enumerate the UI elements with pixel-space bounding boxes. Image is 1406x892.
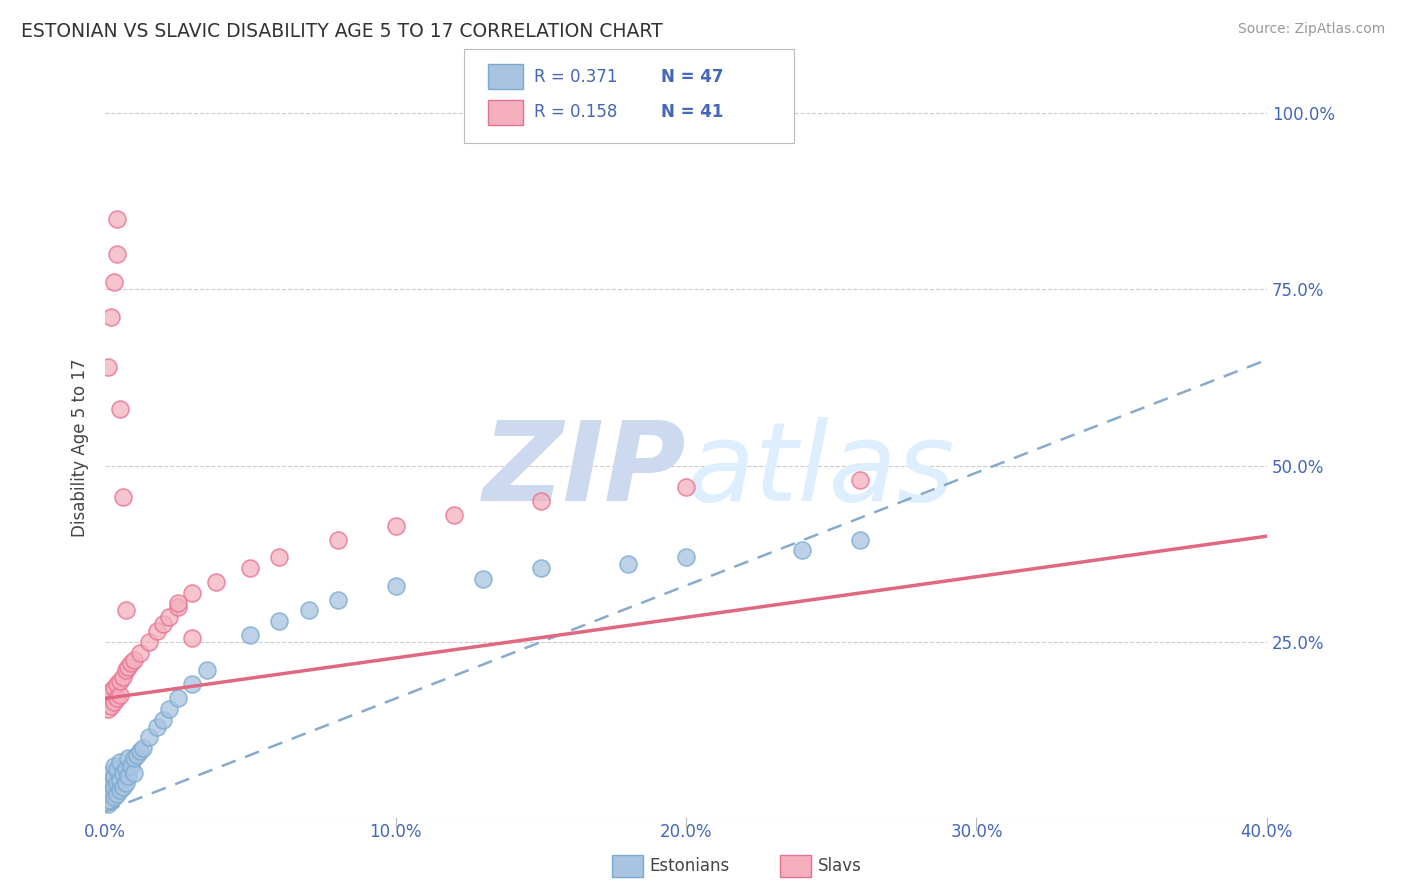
Point <box>157 610 180 624</box>
Point <box>138 635 160 649</box>
Point <box>100 794 122 808</box>
Point <box>97 797 120 812</box>
Point <box>181 677 204 691</box>
Point <box>269 614 291 628</box>
Point <box>530 561 553 575</box>
Point <box>138 731 160 745</box>
Point <box>146 720 169 734</box>
Text: R = 0.158: R = 0.158 <box>534 103 617 121</box>
Point <box>97 702 120 716</box>
Point <box>471 572 494 586</box>
Point <box>297 603 319 617</box>
Y-axis label: Disability Age 5 to 17: Disability Age 5 to 17 <box>72 359 89 537</box>
Point <box>105 211 128 226</box>
Point <box>114 603 136 617</box>
Point <box>100 310 122 325</box>
Point <box>127 747 149 762</box>
Point <box>103 790 125 805</box>
Point <box>105 787 128 801</box>
Point <box>103 695 125 709</box>
Point <box>114 776 136 790</box>
Point <box>181 632 204 646</box>
Point <box>122 751 145 765</box>
Point <box>269 550 291 565</box>
Point <box>157 702 180 716</box>
Text: N = 41: N = 41 <box>661 103 723 121</box>
Point <box>111 780 134 794</box>
Text: ZIP: ZIP <box>482 417 686 524</box>
Point <box>617 558 640 572</box>
Point <box>146 624 169 639</box>
Point <box>100 765 122 780</box>
Point <box>530 494 553 508</box>
Text: N = 47: N = 47 <box>661 68 723 86</box>
Point <box>122 653 145 667</box>
Point <box>166 596 188 610</box>
Point <box>181 585 204 599</box>
Point <box>129 646 152 660</box>
Point <box>120 758 142 772</box>
Point <box>792 543 814 558</box>
Point <box>326 533 349 547</box>
Point <box>443 508 465 522</box>
Point <box>120 656 142 670</box>
Point <box>108 772 131 787</box>
Point <box>103 681 125 695</box>
Point <box>384 578 406 592</box>
Text: Slavs: Slavs <box>818 857 862 875</box>
Point <box>103 769 125 783</box>
Point <box>100 772 122 787</box>
Point <box>111 670 134 684</box>
Text: R = 0.371: R = 0.371 <box>534 68 617 86</box>
Point <box>103 780 125 794</box>
Point <box>108 688 131 702</box>
Point <box>384 518 406 533</box>
Point <box>108 755 131 769</box>
Point <box>132 740 155 755</box>
Point <box>108 783 131 797</box>
Point <box>108 673 131 688</box>
Point <box>114 663 136 677</box>
Point <box>122 765 145 780</box>
Point <box>117 659 139 673</box>
Point <box>152 617 174 632</box>
Point <box>97 776 120 790</box>
Point <box>105 776 128 790</box>
Point <box>675 550 697 565</box>
Point <box>97 787 120 801</box>
Point <box>103 758 125 772</box>
Point <box>326 592 349 607</box>
Point <box>675 480 697 494</box>
Point <box>114 762 136 776</box>
Text: Estonians: Estonians <box>650 857 730 875</box>
Point <box>204 575 226 590</box>
Text: Source: ZipAtlas.com: Source: ZipAtlas.com <box>1237 22 1385 37</box>
Text: atlas: atlas <box>686 417 955 524</box>
Point <box>195 663 218 677</box>
Point <box>166 691 188 706</box>
Point <box>111 491 134 505</box>
Point <box>100 783 122 797</box>
Point <box>129 744 152 758</box>
Point <box>97 359 120 374</box>
Point <box>105 762 128 776</box>
Point <box>100 684 122 698</box>
Point <box>117 769 139 783</box>
Point <box>117 751 139 765</box>
Point <box>166 599 188 614</box>
Point <box>97 688 120 702</box>
Point <box>239 561 262 575</box>
Point <box>105 677 128 691</box>
Point <box>105 691 128 706</box>
Point <box>111 765 134 780</box>
Point <box>100 698 122 713</box>
Point <box>108 402 131 417</box>
Point <box>849 473 872 487</box>
Point <box>103 275 125 289</box>
Point <box>152 713 174 727</box>
Point <box>105 247 128 261</box>
Text: ESTONIAN VS SLAVIC DISABILITY AGE 5 TO 17 CORRELATION CHART: ESTONIAN VS SLAVIC DISABILITY AGE 5 TO 1… <box>21 22 662 41</box>
Point <box>239 628 262 642</box>
Point <box>849 533 872 547</box>
